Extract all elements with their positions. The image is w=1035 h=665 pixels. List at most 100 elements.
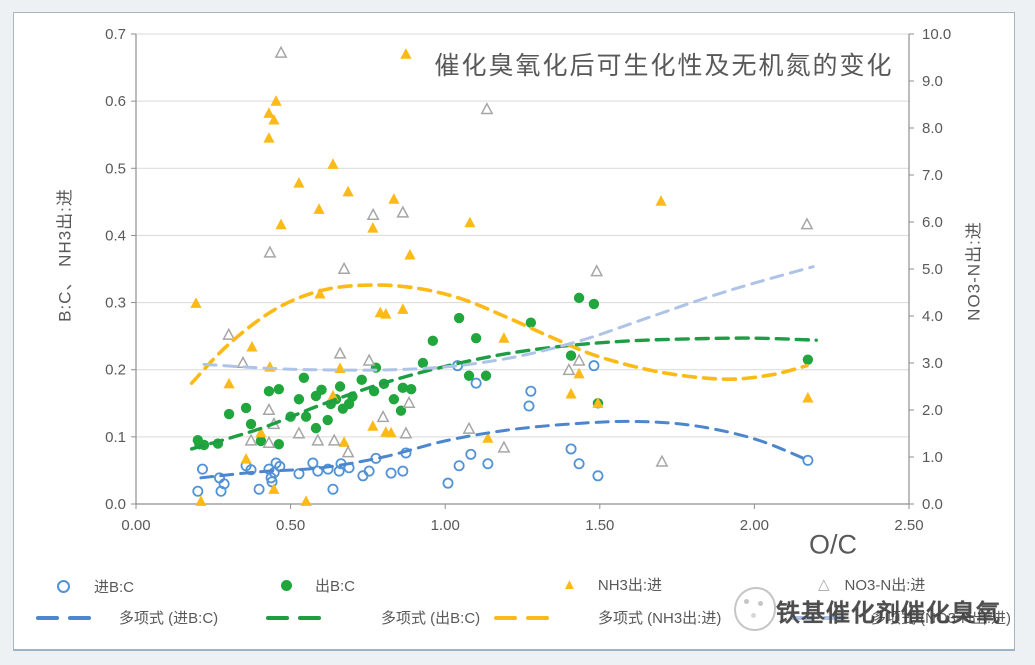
point-NH3出:进 bbox=[404, 248, 416, 260]
point-进B:C bbox=[327, 483, 339, 495]
legend-item-in-bc: 进B:C bbox=[57, 576, 134, 597]
point-NH3出:进 bbox=[327, 389, 339, 401]
point-NO3-N出:进 bbox=[341, 445, 355, 458]
point-进B:C bbox=[525, 385, 537, 397]
point-NO3-N出:进 bbox=[292, 426, 306, 439]
point-出B:C bbox=[293, 394, 305, 405]
point-进B:C bbox=[565, 443, 577, 455]
point-NH3出:进 bbox=[573, 367, 585, 379]
point-进B:C bbox=[802, 454, 814, 466]
point-NO3-N出:进 bbox=[222, 327, 236, 340]
y-right-tick-label: 5.0 bbox=[922, 261, 943, 278]
point-进B:C bbox=[363, 465, 375, 477]
point-NH3出:进 bbox=[482, 432, 494, 443]
legend-item-out-bc: 出B:C bbox=[281, 575, 355, 596]
chart-card: 0.0 0.1 0.2 0.3 0.4 0.5 0.6 0.7 0.0 1.0 2.0 3.0 4.0 5… bbox=[13, 12, 1015, 651]
filled-triangle-icon: ▲ bbox=[562, 576, 577, 593]
point-NO3-N出:进 bbox=[497, 440, 511, 453]
legend-item-nh3: ▲ NH3出:进 bbox=[562, 576, 663, 594]
point-NH3出:进 bbox=[268, 113, 280, 125]
point-NH3出:进 bbox=[263, 107, 275, 118]
trendline-多项式 (NH3出:进) bbox=[189, 283, 809, 385]
point-NO3-N出:进 bbox=[333, 346, 347, 359]
y-left-tick-label: 0.5 bbox=[105, 160, 126, 177]
point-NO3-N出:进 bbox=[244, 433, 258, 446]
point-出B:C bbox=[273, 439, 285, 450]
point-NH3出:进 bbox=[380, 307, 392, 319]
point-进B:C bbox=[333, 465, 345, 477]
point-NH3出:进 bbox=[498, 332, 510, 343]
x-tick-label: 2.50 bbox=[894, 517, 923, 534]
point-出B:C bbox=[573, 292, 585, 304]
y-right-tick-label: 2.0 bbox=[922, 402, 943, 419]
point-NH3出:进 bbox=[342, 185, 354, 197]
point-NO3-N出:进 bbox=[402, 395, 416, 408]
watermark: 铁基催化剂催化臭氧 bbox=[776, 600, 1001, 627]
point-出B:C bbox=[565, 350, 577, 361]
point-出B:C bbox=[310, 422, 322, 434]
y-left-tick-label: 0.4 bbox=[105, 227, 126, 244]
point-NO3-N出:进 bbox=[562, 362, 576, 376]
point-出B:C bbox=[463, 370, 475, 381]
point-NH3出:进 bbox=[270, 95, 282, 106]
watermark-logo-icon bbox=[734, 587, 776, 631]
point-NH3出:进 bbox=[255, 426, 267, 438]
point-NH3出:进 bbox=[338, 436, 350, 447]
point-出B:C bbox=[388, 394, 400, 405]
y-right-tick-label: 7.0 bbox=[922, 167, 943, 184]
point-NH3出:进 bbox=[268, 483, 280, 494]
legend-item-poly-no3n: 多项式 (NO3-N出:进) bbox=[791, 607, 1011, 628]
point-NH3出:进 bbox=[367, 222, 379, 233]
point-NH3出:进 bbox=[565, 387, 577, 399]
y-right-tick-label: 3.0 bbox=[922, 355, 943, 372]
x-axis-title: O/C bbox=[808, 529, 858, 560]
legend-item-poly-nh3: 多项式 (NH3出:进) bbox=[494, 607, 721, 628]
x-tick-label: 2.00 bbox=[740, 517, 769, 534]
point-NO3-N出:进 bbox=[572, 353, 586, 366]
point-进B:C bbox=[592, 470, 604, 482]
open-triangle-icon: △ bbox=[818, 576, 830, 593]
point-NH3出:进 bbox=[397, 303, 409, 314]
point-出B:C bbox=[255, 435, 267, 447]
point-NH3出:进 bbox=[300, 495, 312, 506]
plot-area: 0.0 0.1 0.2 0.3 0.4 0.5 0.6 0.7 0.0 1.0 2.0 3.0 4.0 5… bbox=[105, 26, 951, 534]
x-tick-label: 1.00 bbox=[431, 517, 460, 534]
point-NH3出:进 bbox=[263, 132, 275, 143]
y-right-tick-label: 0.0 bbox=[922, 496, 943, 513]
green-dash-icon bbox=[266, 615, 321, 620]
point-NO3-N出:进 bbox=[262, 402, 276, 416]
trendline-多项式 (NO3-N出:进) bbox=[202, 265, 815, 372]
point-NH3出:进 bbox=[195, 495, 207, 506]
point-进B:C bbox=[523, 400, 535, 412]
point-出B:C bbox=[300, 411, 312, 422]
point-进B:C bbox=[470, 377, 482, 389]
point-出B:C bbox=[427, 335, 439, 347]
point-NH3出:进 bbox=[246, 340, 258, 352]
x-tick-label: 1.50 bbox=[585, 517, 614, 534]
point-出B:C bbox=[417, 357, 429, 369]
point-NH3出:进 bbox=[190, 297, 202, 308]
point-进B:C bbox=[196, 463, 208, 475]
point-出B:C bbox=[480, 370, 492, 381]
y-right-tick-label: 6.0 bbox=[922, 214, 943, 231]
x-tick-label: 0.00 bbox=[121, 517, 150, 534]
point-NO3-N出:进 bbox=[274, 45, 288, 58]
y-left-tick-label: 0.2 bbox=[105, 362, 126, 379]
point-NO3-N出:进 bbox=[263, 245, 277, 258]
y-left-tick-label: 0.1 bbox=[105, 429, 126, 446]
point-出B:C bbox=[525, 317, 537, 328]
point-出B:C bbox=[802, 354, 814, 365]
y-left-tick-label: 0.6 bbox=[105, 93, 126, 110]
point-出B:C bbox=[316, 384, 327, 396]
y-left-axis-title: B:C、 NH3出:进 bbox=[55, 188, 75, 322]
point-进B:C bbox=[357, 470, 369, 482]
point-进B:C bbox=[453, 460, 465, 472]
y-right-tick-label: 9.0 bbox=[922, 73, 943, 90]
point-出B:C bbox=[397, 382, 409, 394]
point-NH3出:进 bbox=[388, 193, 400, 204]
point-NO3-N出:进 bbox=[262, 435, 276, 448]
point-NO3-N出:进 bbox=[655, 454, 669, 467]
y-right-tick-label: 10.0 bbox=[922, 26, 951, 43]
point-出B:C bbox=[588, 298, 600, 310]
